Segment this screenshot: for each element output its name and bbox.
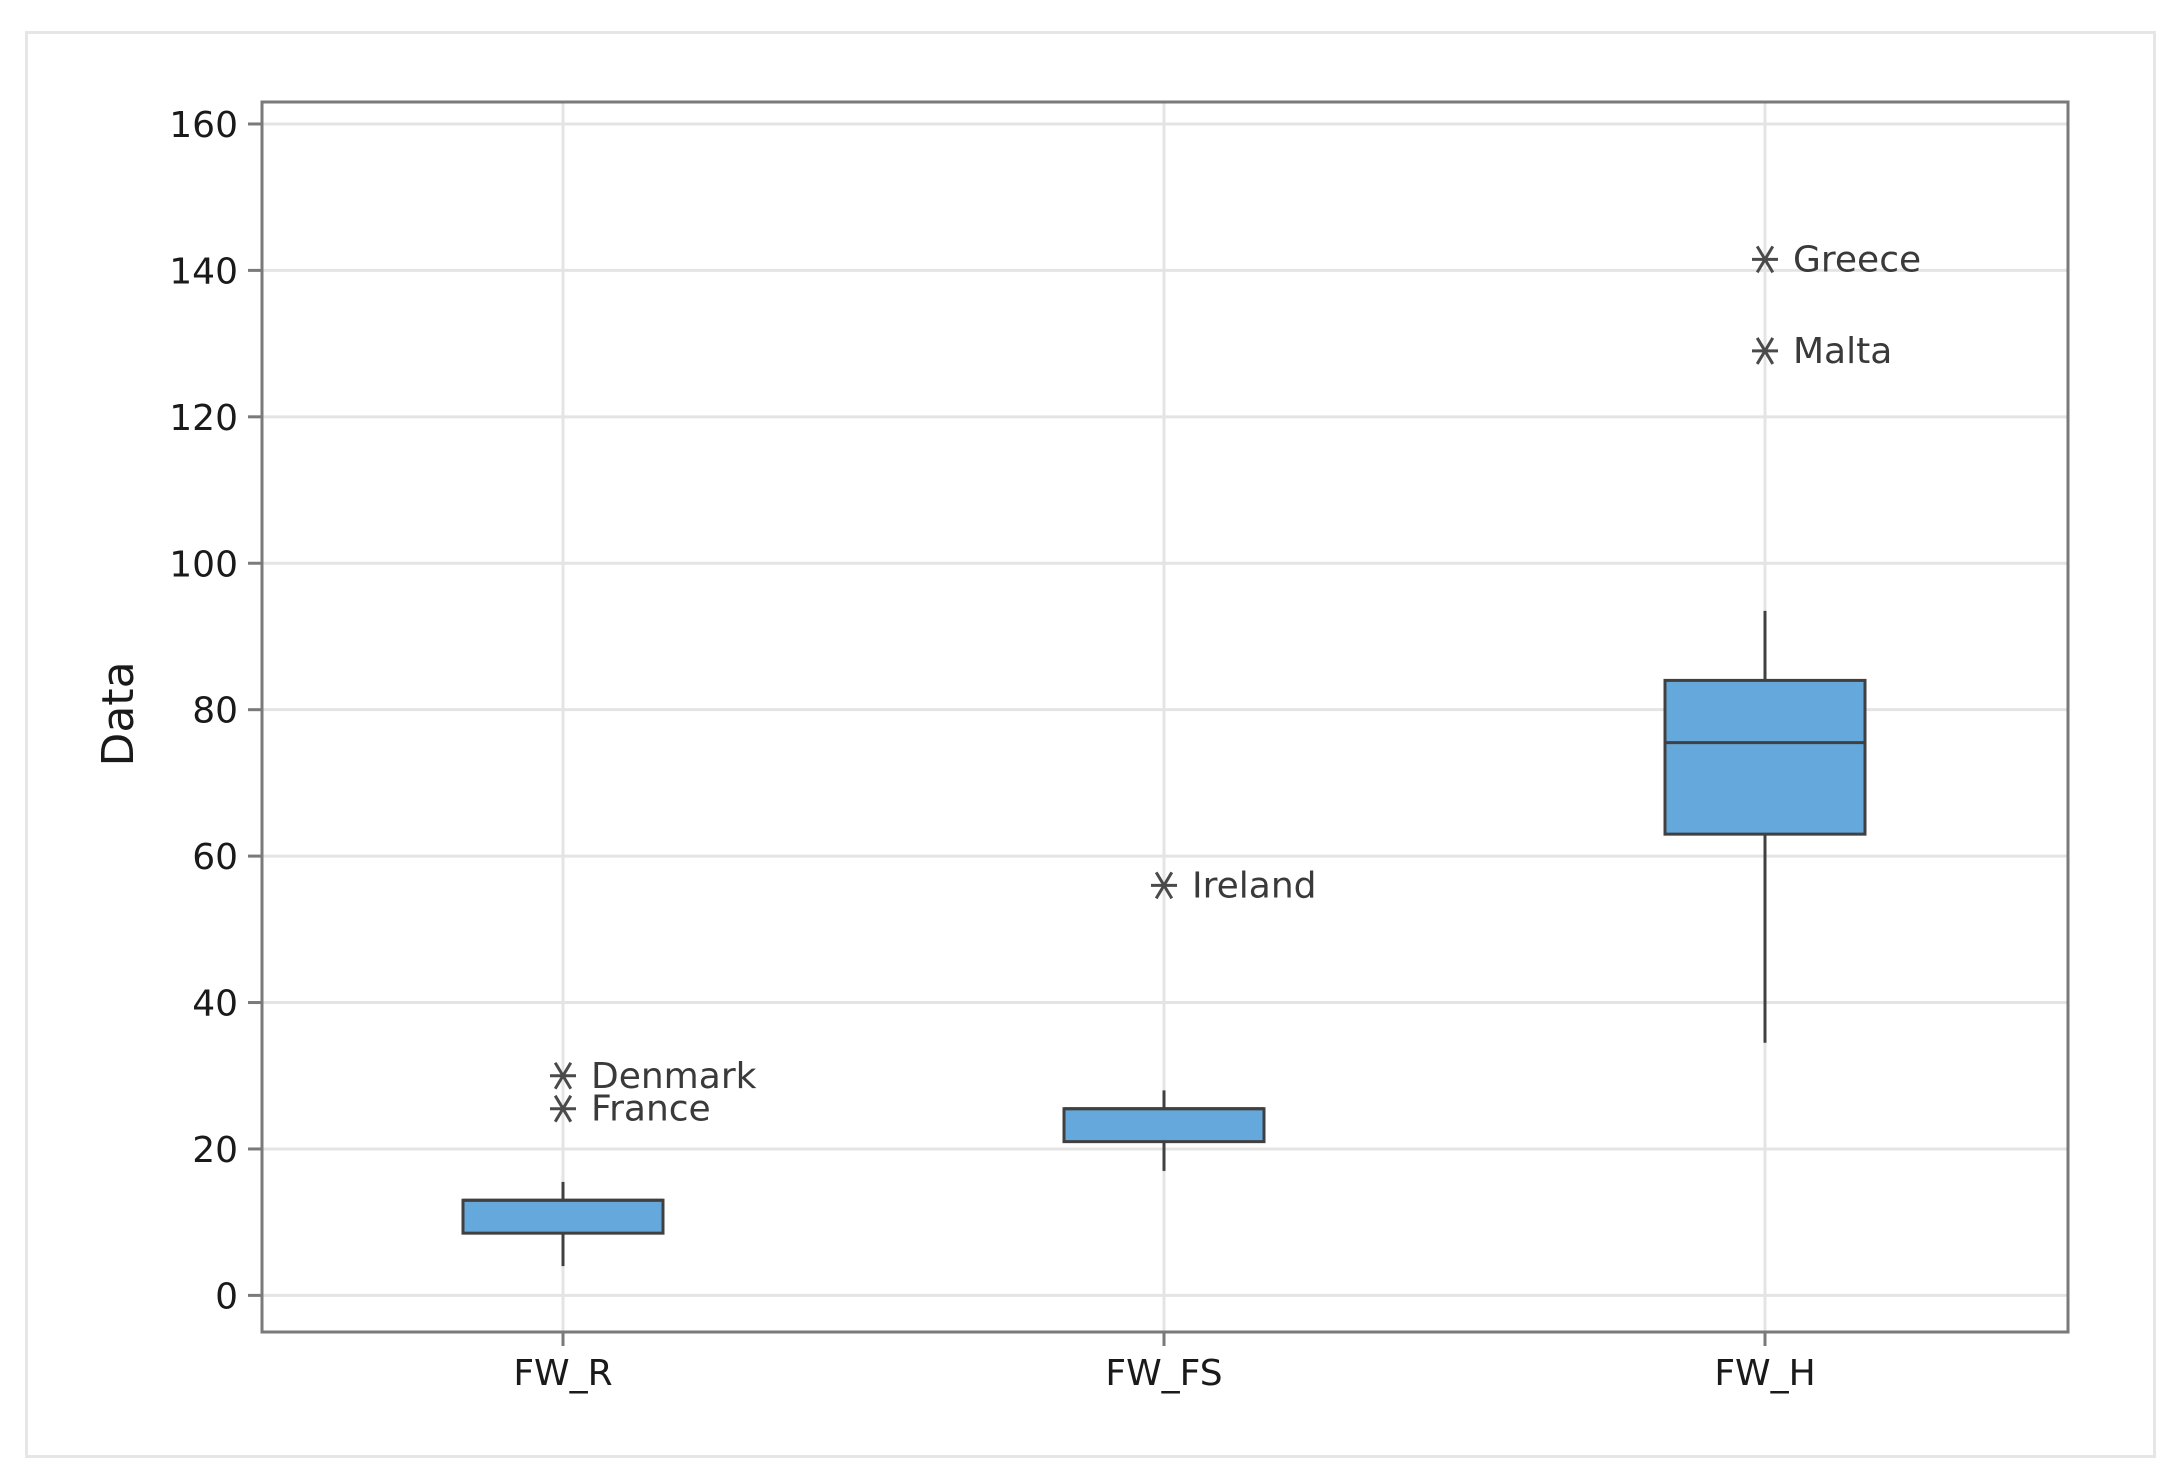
y-tick-label: 100 <box>169 544 238 585</box>
outlier-label: Denmark <box>591 1056 757 1097</box>
outlier-marker <box>550 1094 576 1123</box>
y-tick-label: 60 <box>192 837 238 878</box>
outlier-label: Malta <box>1793 331 1892 372</box>
outlier-label: Greece <box>1793 239 1921 280</box>
x-tick-label: FW_FS <box>1105 1353 1222 1394</box>
outlier-stroke <box>553 1094 573 1123</box>
y-tick-label: 140 <box>169 251 238 292</box>
box-FW_FS <box>1062 1107 1266 1144</box>
grid-lines <box>262 102 2068 1332</box>
boxes <box>461 678 1867 1235</box>
x-tick-label: FW_H <box>1714 1353 1815 1394</box>
whiskers <box>561 610 1767 1267</box>
outlier-stroke <box>1755 337 1775 365</box>
outlier-label: Ireland <box>1192 865 1317 906</box>
y-axis-ticks: 0 20 40 60 80 100 120 140 160 <box>169 105 262 1317</box>
outlier-stroke <box>1154 871 1174 900</box>
box-FW_H <box>1663 678 1867 836</box>
outlier-marker <box>1752 245 1778 274</box>
y-tick-label: 120 <box>169 398 238 439</box>
y-tick-label: 40 <box>192 984 238 1025</box>
outlier-marker <box>550 1061 576 1090</box>
x-axis-ticks: FW_R FW_FS FW_H <box>513 1332 1816 1394</box>
x-tick-label: FW_R <box>513 1353 612 1394</box>
outlier-stroke <box>553 1061 573 1090</box>
y-tick-label: 160 <box>169 105 238 146</box>
y-axis-title: Data <box>93 661 144 766</box>
outlier-marker <box>1151 871 1177 900</box>
y-tick-label: 80 <box>192 691 238 732</box>
y-tick-label: 20 <box>192 1130 238 1171</box>
y-tick-label: 0 <box>215 1276 238 1317</box>
outlier-marker <box>1752 337 1778 365</box>
box-FW_R <box>461 1198 665 1235</box>
outlier-stroke <box>1755 245 1775 274</box>
outlier-label: France <box>591 1089 711 1130</box>
